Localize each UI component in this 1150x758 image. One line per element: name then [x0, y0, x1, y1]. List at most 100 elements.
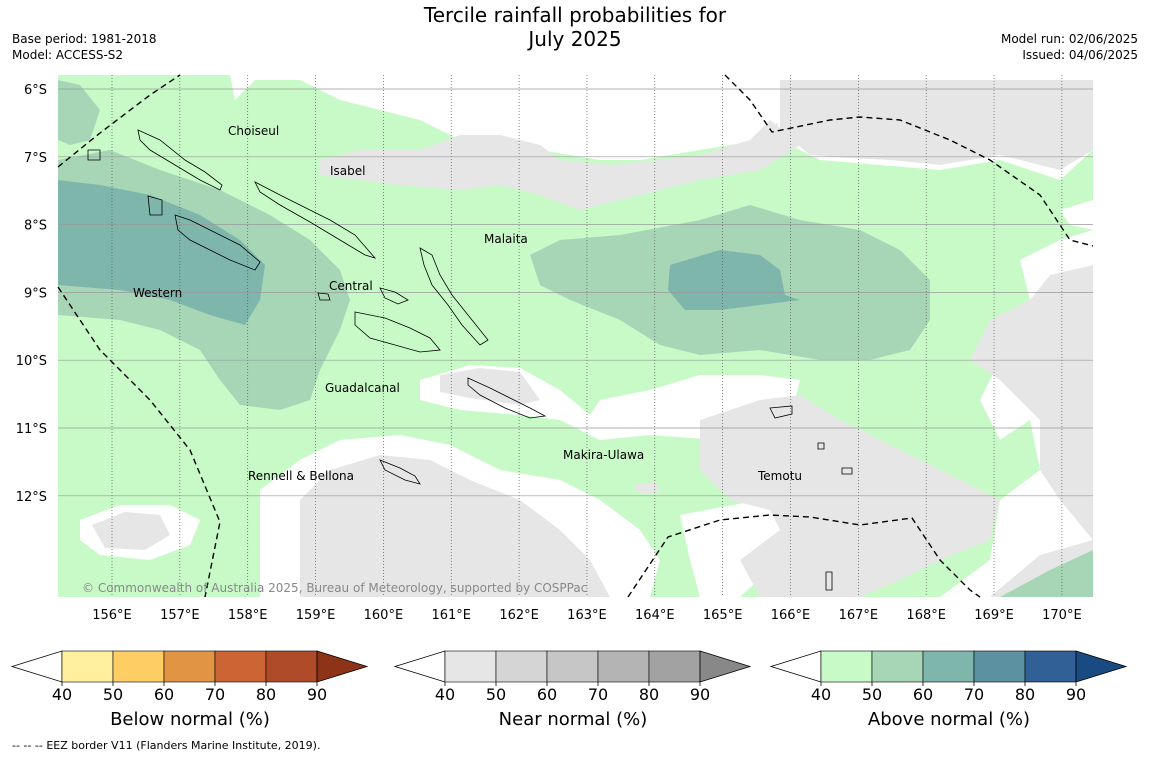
lon-label: 162°E: [499, 608, 539, 623]
meta-left: Base period: 1981-2018 Model: ACCESS-S2: [12, 31, 157, 63]
colorbar-segment: [1024, 650, 1077, 683]
region-label-malaita: Malaita: [484, 232, 528, 246]
colorbar-near-normal: 40 50 60 70 80 90: [393, 650, 752, 704]
vella-lavella: [147, 195, 163, 216]
florida-islands: [379, 287, 409, 305]
lat-label: 12°S: [16, 490, 47, 505]
eez-border-south: [627, 514, 981, 598]
lon-label: 165°E: [703, 608, 743, 623]
colorbar-tick-label: 90: [307, 685, 327, 704]
colorbar-tick-label: 80: [256, 685, 276, 704]
colorbar-tick-label: 60: [913, 685, 933, 704]
lat-label: 9°S: [24, 286, 47, 301]
colorbar-tick-label: 80: [639, 685, 659, 704]
lon-label: 164°E: [635, 608, 675, 623]
rennell-island: [379, 459, 421, 485]
above-50-southeast: [1000, 550, 1093, 597]
colorbar-tick-label: 70: [964, 685, 984, 704]
isabel-island: [254, 181, 377, 259]
region-label-rennell-bellona: Rennell & Bellona: [248, 469, 354, 483]
choiseul-island: [137, 129, 223, 191]
colorbar-segment: [444, 650, 497, 683]
colorbar-tick-label: 60: [154, 685, 174, 704]
above-60-west: [58, 180, 265, 325]
lon-label: 163°E: [567, 608, 607, 623]
colorbar-segment: [871, 650, 924, 683]
model-run: Model run: 02/06/2025: [1000, 32, 1138, 46]
lon-label: 159°E: [296, 608, 336, 623]
colorbar-tick-label: 70: [588, 685, 608, 704]
region-label-makira-ulawa: Makira-Ulawa: [563, 448, 644, 462]
footer-note: -- -- -- EEZ border V11 (Flanders Marine…: [12, 739, 320, 752]
longitude-labels: 156°E 157°E 158°E 159°E 160°E 161°E 162°E 163°E…: [92, 608, 1081, 623]
lon-label: 168°E: [906, 608, 946, 623]
colorbar-segment: [820, 650, 873, 683]
lon-label: 170°E: [1042, 608, 1082, 623]
map-title-line-2: July 2025: [528, 27, 622, 51]
above-50-northwest: [58, 80, 100, 145]
graticule: [58, 75, 1093, 597]
colorbar-above-normal: 40 50 60 70 80 90: [769, 650, 1128, 704]
lon-label: 160°E: [364, 608, 404, 623]
colorbar-tick-label: 80: [1015, 685, 1035, 704]
colorbar-tick-label: 40: [435, 685, 455, 704]
lon-label: 169°E: [974, 608, 1014, 623]
ontong-java-atoll: [87, 149, 101, 161]
colorbar-tick-label: 50: [486, 685, 506, 704]
colorbar-segment: [597, 650, 650, 683]
colorbar-segment: [163, 650, 216, 683]
colorbar-high-extension: [1075, 650, 1128, 683]
new-georgia-islands: [174, 214, 261, 271]
base-period: Base period: 1981-2018: [12, 32, 157, 46]
eez-note: EEZ border V11 (Flanders Marine Institut…: [46, 739, 321, 752]
near-normal-label: Near normal (%): [498, 709, 648, 730]
colorbar-below-normal: 40 50 60 70 80 90: [10, 650, 369, 704]
colorbar-tick-label: 50: [862, 685, 882, 704]
near-normal-south-central: [300, 455, 610, 597]
eez-border-northwest: [57, 74, 181, 168]
colorbar-segment: [112, 650, 165, 683]
below-normal-label: Below normal (%): [110, 709, 270, 730]
lon-label: 156°E: [92, 608, 132, 623]
white-area-northeast: [1060, 200, 1093, 230]
region-label-western: Western: [133, 286, 182, 300]
eez-borders: [57, 74, 1094, 598]
colorbar-tick-label: 60: [537, 685, 557, 704]
lon-label: 167°E: [839, 608, 879, 623]
issued-date: Issued: 04/06/2025: [1022, 48, 1138, 62]
map-layers: [58, 75, 1093, 597]
eez-dash-symbol: -- -- --: [12, 739, 43, 752]
region-label-choiseul: Choiseul: [228, 124, 279, 138]
near-normal-island-center: [440, 368, 540, 405]
colorbar-segment: [546, 650, 599, 683]
makira-island: [467, 377, 547, 419]
eez-border-west: [57, 286, 221, 598]
lat-label: 7°S: [24, 151, 47, 166]
near-normal-north-band: [320, 120, 800, 210]
malaita-island: [419, 247, 489, 346]
santa-cruz-island: [769, 405, 793, 419]
colorbar-tick-label: 40: [52, 685, 72, 704]
colorbar-tick-label: 50: [103, 685, 123, 704]
model-name: Model: ACCESS-S2: [12, 48, 124, 62]
russell-islands: [317, 292, 331, 301]
tikopia-island: [825, 571, 833, 591]
above-60-70-areas: [58, 180, 800, 325]
copyright-notice: © Commonwealth of Australia 2025, Bureau…: [82, 581, 587, 595]
white-area-north: [185, 75, 790, 160]
lat-label: 10°S: [16, 354, 47, 369]
colorbar-segment: [973, 650, 1026, 683]
colorbar-segment: [922, 650, 975, 683]
latitude-labels: 6°S 7°S 8°S 9°S 10°S 11°S 12°S: [16, 83, 47, 505]
utupua-island: [817, 442, 825, 450]
colorbar-segment: [495, 650, 548, 683]
colorbar-segment: [214, 650, 267, 683]
colorbar-tick-label: 70: [205, 685, 225, 704]
colorbar-high-extension: [316, 650, 369, 683]
lon-label: 157°E: [160, 608, 200, 623]
near-normal-west: [92, 512, 170, 550]
region-label-temotu: Temotu: [757, 469, 802, 483]
colorbar-segment: [648, 650, 701, 683]
colorbar-low-extension: [769, 650, 822, 683]
